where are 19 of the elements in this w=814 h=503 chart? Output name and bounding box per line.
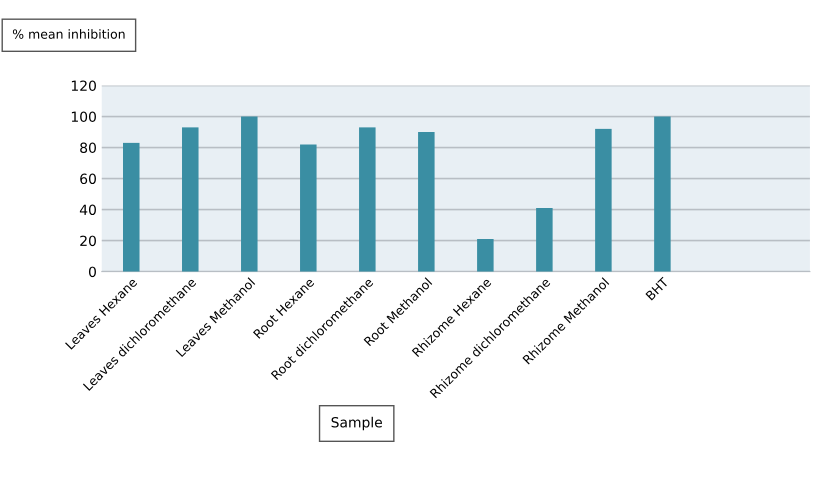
bar [595,128,612,272]
bar [300,144,317,272]
bar [418,132,435,272]
y-tick-label: 60 [80,174,96,184]
y-tick-label: 20 [80,236,96,246]
bar [477,239,494,272]
y-axis-title: % mean inhibition [12,29,125,39]
y-tick-label: 120 [72,80,96,91]
bar [359,127,376,272]
y-tick-label: 80 [80,142,96,154]
y-tick-label: 40 [80,204,96,216]
bar [182,127,199,272]
y-tick-label: 100 [72,111,96,122]
bar [241,116,258,272]
bar [122,142,140,272]
bar [654,116,671,272]
y-tick-label: 0 [88,266,96,278]
bar [536,208,553,272]
x-axis-title: Sample [332,416,382,430]
